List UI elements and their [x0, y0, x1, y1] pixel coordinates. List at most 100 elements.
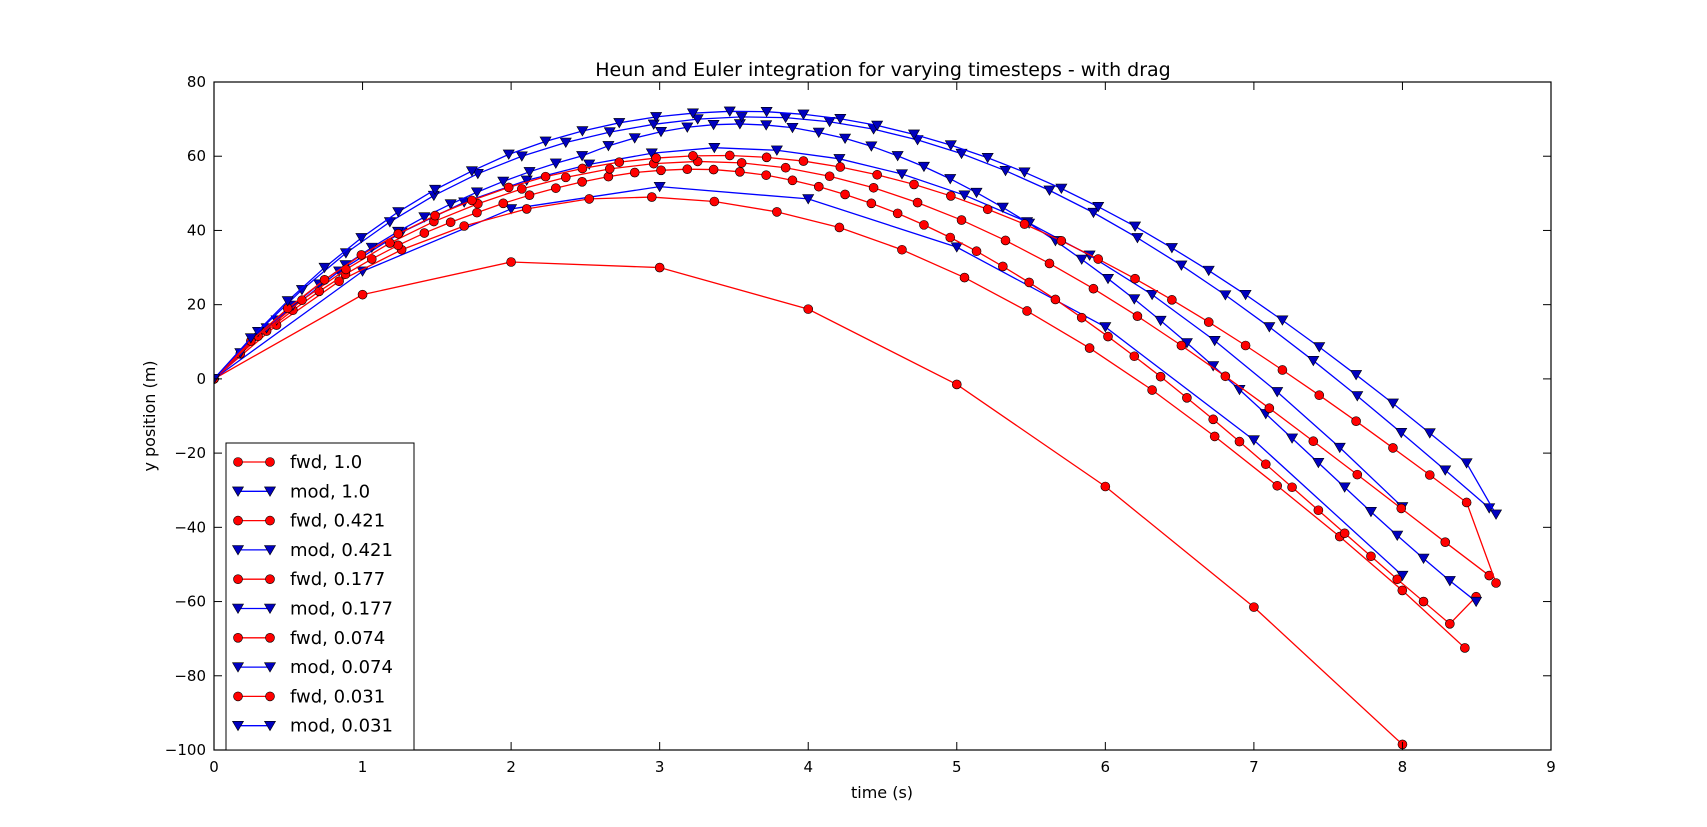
data-point [1352, 469, 1363, 480]
legend-marker [263, 603, 277, 615]
data-point [1240, 340, 1251, 351]
data-point [839, 133, 852, 144]
data-point [998, 261, 1008, 272]
data-point [602, 141, 615, 152]
data-point [419, 228, 430, 238]
data-point [356, 250, 367, 260]
data-point [840, 189, 850, 200]
data-point [357, 289, 368, 300]
data-point [1103, 331, 1113, 342]
data-point [1313, 505, 1324, 516]
data-point [577, 177, 587, 187]
data-point [1247, 435, 1260, 446]
data-point [560, 172, 571, 183]
data-point [521, 204, 532, 214]
data-point [604, 164, 615, 174]
data-point [1440, 537, 1451, 547]
legend-item: mod, 0.074 [231, 657, 393, 678]
data-point [724, 150, 735, 161]
data-point [909, 179, 919, 190]
data-point [1129, 351, 1140, 362]
data-point [418, 212, 431, 223]
data-point [576, 126, 589, 137]
data-point [393, 240, 403, 251]
data-point [1050, 294, 1061, 305]
legend-marker [263, 662, 277, 673]
data-point [1076, 312, 1087, 323]
y-tick-label: −40 [174, 518, 206, 536]
legend-label: fwd, 0.177 [290, 569, 385, 590]
data-point [1418, 596, 1429, 607]
data-point [1056, 236, 1067, 246]
data-point [502, 149, 515, 160]
data-point [584, 194, 595, 204]
data-point [539, 136, 552, 147]
data-point [1155, 371, 1166, 382]
data-point [318, 262, 331, 274]
legend-item: fwd, 1.0 [233, 452, 362, 473]
data-point [497, 176, 510, 187]
data-point [1339, 528, 1350, 539]
data-point [1391, 530, 1404, 542]
x-tick-label: 2 [506, 758, 516, 776]
data-point [708, 142, 721, 154]
data-point [802, 194, 815, 205]
data-point [429, 184, 442, 196]
legend-marker [233, 632, 243, 643]
data-point [708, 164, 719, 175]
data-point [1277, 365, 1288, 375]
x-tick-label: 3 [655, 758, 665, 776]
series-mod-9 [214, 106, 1503, 520]
x-tick-label: 6 [1101, 758, 1111, 776]
data-point [770, 145, 783, 156]
data-point [559, 137, 572, 149]
data-point [1392, 574, 1403, 585]
data-point [1308, 436, 1319, 447]
series-fwd-8 [214, 150, 1501, 588]
legend: fwd, 1.0 mod, 1.0 fwd, 0.421 mod, 0.421 fwd,… [225, 442, 415, 751]
data-point [970, 187, 983, 199]
data-point [1055, 183, 1068, 195]
y-tick-label: 0 [196, 370, 206, 388]
legend-marker [265, 457, 275, 467]
data-point [1087, 207, 1100, 219]
data-point [503, 182, 514, 193]
data-point [761, 152, 772, 163]
data-point [803, 304, 814, 314]
data-point [971, 246, 982, 257]
data-point [1312, 458, 1325, 469]
data-point [834, 114, 847, 125]
legend-marker [263, 720, 277, 732]
data-point [897, 244, 907, 255]
data-point [1417, 553, 1430, 565]
y-tick-label: 60 [187, 147, 206, 165]
data-point [1154, 315, 1167, 327]
data-point [1470, 596, 1483, 608]
data-point [1388, 443, 1398, 453]
y-axis-label: y position (m) [140, 360, 159, 471]
data-point [470, 187, 483, 198]
data-point [540, 171, 551, 182]
data-point [871, 120, 884, 131]
data-point [681, 122, 694, 133]
legend-label: mod, 1.0 [290, 481, 370, 502]
legend-label: fwd, 0.074 [290, 628, 385, 649]
data-point [1351, 391, 1364, 402]
data-point [786, 122, 799, 134]
data-point [1396, 503, 1407, 514]
data-point [341, 264, 351, 275]
data-point [520, 175, 533, 186]
data-point [1182, 393, 1192, 403]
data-point [1202, 265, 1215, 277]
data-point [1208, 414, 1218, 425]
legend-marker [265, 691, 275, 702]
data-point [907, 129, 921, 140]
legend-item: fwd, 0.421 [233, 511, 385, 532]
plot-area [214, 106, 1503, 750]
data-point [892, 208, 903, 219]
legend-item: mod, 0.031 [231, 716, 393, 737]
data-point [505, 204, 518, 215]
series-fwd-4 [214, 164, 1481, 629]
data-point [824, 171, 835, 182]
